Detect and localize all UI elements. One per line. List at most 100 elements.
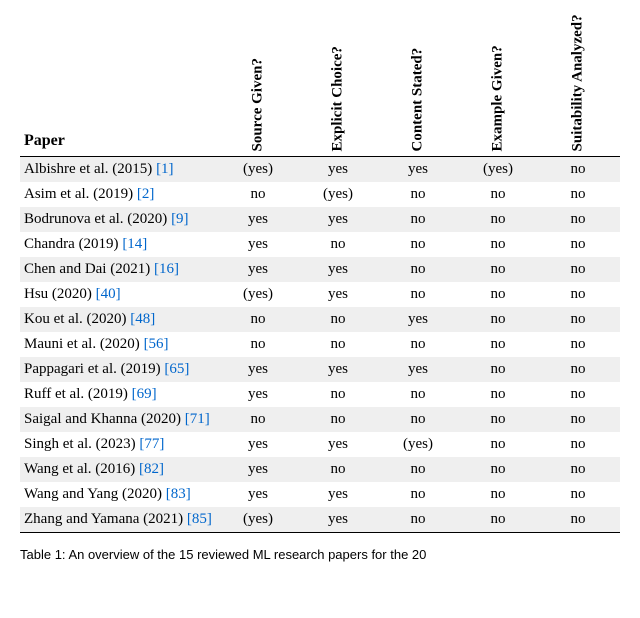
paper-ref: [56] [144, 336, 169, 352]
value-cell: no [220, 182, 300, 207]
value-cell: yes [220, 257, 300, 282]
value-cell: (yes) [220, 157, 300, 183]
table-row: Saigal and Khanna (2020) [71]nonononono [20, 407, 620, 432]
value-cell: yes [300, 282, 380, 307]
paper-cell: Kou et al. (2020) [48] [20, 307, 220, 332]
value-cell: yes [220, 482, 300, 507]
value-cell: yes [300, 507, 380, 533]
value-cell: no [380, 207, 460, 232]
col-header-source-given: Source Given? [220, 20, 300, 157]
table-row: Singh et al. (2023) [77]yesyes(yes)nono [20, 432, 620, 457]
value-cell: yes [300, 357, 380, 382]
value-cell: no [540, 457, 620, 482]
value-cell: yes [220, 382, 300, 407]
caption-text: An overview of the 15 reviewed ML resear… [68, 547, 426, 562]
value-cell: no [460, 482, 540, 507]
table-row: Albishre et al. (2015) [1](yes)yesyes(ye… [20, 157, 620, 183]
paper-ref: [1] [156, 161, 174, 177]
table-row: Mauni et al. (2020) [56]nonononono [20, 332, 620, 357]
paper-name: Wang et al. (2016) [24, 461, 139, 477]
value-cell: no [540, 507, 620, 533]
value-cell: no [380, 457, 460, 482]
value-cell: yes [300, 207, 380, 232]
value-cell: no [460, 182, 540, 207]
paper-ref: [14] [122, 236, 147, 252]
value-cell: no [220, 332, 300, 357]
value-cell: yes [220, 457, 300, 482]
paper-ref: [71] [185, 411, 210, 427]
value-cell: no [380, 407, 460, 432]
value-cell: no [540, 382, 620, 407]
value-cell: no [460, 232, 540, 257]
paper-ref: [40] [96, 286, 121, 302]
caption-prefix: Table 1: [20, 547, 68, 562]
value-cell: no [300, 307, 380, 332]
table-row: Chandra (2019) [14]yesnononono [20, 232, 620, 257]
paper-cell: Chandra (2019) [14] [20, 232, 220, 257]
table-row: Chen and Dai (2021) [16]yesyesnonono [20, 257, 620, 282]
table-caption: Table 1: An overview of the 15 reviewed … [20, 547, 620, 562]
value-cell: no [540, 182, 620, 207]
paper-column-header: Paper [20, 20, 220, 157]
value-cell: no [300, 407, 380, 432]
value-cell: no [540, 407, 620, 432]
paper-cell: Saigal and Khanna (2020) [71] [20, 407, 220, 432]
table-row: Kou et al. (2020) [48]nonoyesnono [20, 307, 620, 332]
paper-cell: Wang et al. (2016) [82] [20, 457, 220, 482]
paper-cell: Hsu (2020) [40] [20, 282, 220, 307]
table-row: Ruff et al. (2019) [69]yesnononono [20, 382, 620, 407]
table-row: Pappagari et al. (2019) [65]yesyesyesnon… [20, 357, 620, 382]
value-cell: (yes) [460, 157, 540, 183]
paper-name: Chen and Dai (2021) [24, 261, 154, 277]
value-cell: yes [300, 482, 380, 507]
value-cell: no [540, 307, 620, 332]
value-cell: no [540, 482, 620, 507]
value-cell: no [460, 457, 540, 482]
value-cell: no [300, 232, 380, 257]
paper-name: Asim et al. (2019) [24, 186, 137, 202]
paper-ref: [65] [164, 361, 189, 377]
value-cell: no [460, 382, 540, 407]
paper-name: Mauni et al. (2020) [24, 336, 144, 352]
value-cell: yes [380, 307, 460, 332]
paper-ref: [48] [130, 311, 155, 327]
value-cell: yes [380, 157, 460, 183]
paper-name: Wang and Yang (2020) [24, 486, 166, 502]
value-cell: no [460, 332, 540, 357]
value-cell: no [380, 382, 460, 407]
value-cell: no [300, 332, 380, 357]
table-row: Bodrunova et al. (2020) [9]yesyesnonono [20, 207, 620, 232]
paper-ref: [83] [166, 486, 191, 502]
value-cell: no [380, 232, 460, 257]
paper-name: Bodrunova et al. (2020) [24, 211, 171, 227]
value-cell: no [460, 507, 540, 533]
papers-table: Paper Source Given? Explicit Choice? Con… [20, 20, 620, 533]
value-cell: no [460, 407, 540, 432]
value-cell: no [540, 257, 620, 282]
value-cell: no [540, 232, 620, 257]
value-cell: no [540, 332, 620, 357]
value-cell: (yes) [300, 182, 380, 207]
value-cell: (yes) [220, 507, 300, 533]
paper-cell: Singh et al. (2023) [77] [20, 432, 220, 457]
paper-name: Kou et al. (2020) [24, 311, 130, 327]
value-cell: yes [220, 232, 300, 257]
value-cell: yes [300, 432, 380, 457]
paper-name: Hsu (2020) [24, 286, 96, 302]
value-cell: no [220, 407, 300, 432]
paper-ref: [2] [137, 186, 155, 202]
paper-ref: [16] [154, 261, 179, 277]
value-cell: (yes) [380, 432, 460, 457]
value-cell: yes [220, 207, 300, 232]
paper-cell: Wang and Yang (2020) [83] [20, 482, 220, 507]
value-cell: no [380, 482, 460, 507]
paper-ref: [82] [139, 461, 164, 477]
value-cell: no [380, 282, 460, 307]
value-cell: no [540, 207, 620, 232]
paper-name: Pappagari et al. (2019) [24, 361, 164, 377]
paper-name: Albishre et al. (2015) [24, 161, 156, 177]
value-cell: no [460, 432, 540, 457]
table-row: Wang and Yang (2020) [83]yesyesnonono [20, 482, 620, 507]
value-cell: (yes) [220, 282, 300, 307]
value-cell: yes [220, 357, 300, 382]
